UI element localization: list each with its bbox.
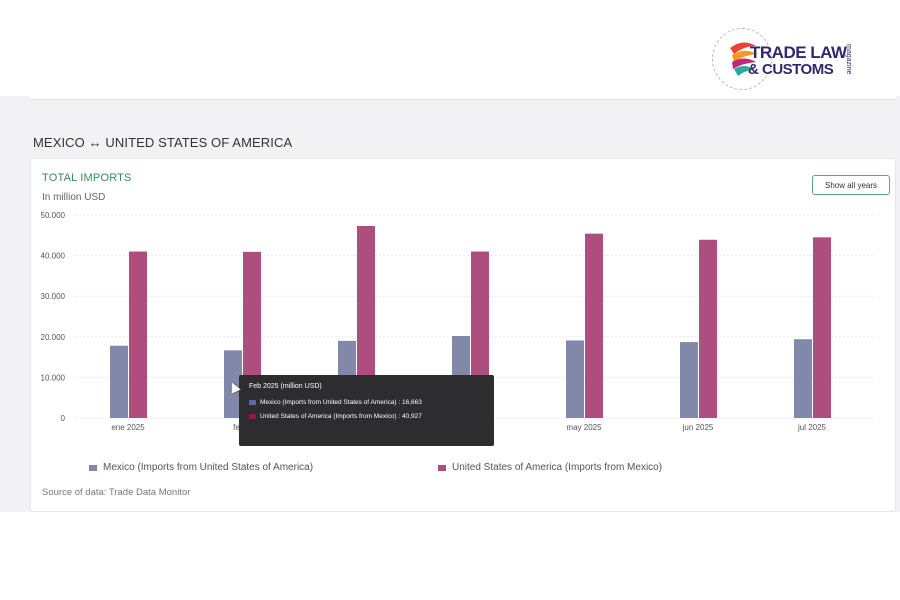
tooltip-value-mexico: Mexico (Imports from United States of Am… — [260, 399, 422, 406]
x-tick-label-0: ene 2025 — [111, 423, 145, 432]
bar-mexico-1[interactable] — [224, 350, 242, 418]
logo-ring — [712, 28, 772, 90]
show-all-years-button[interactable]: Show all years — [812, 175, 890, 195]
previous-card-edge — [30, 96, 896, 100]
bar-mexico-5[interactable] — [680, 342, 698, 418]
logo-swirl-icon — [730, 42, 757, 76]
bar-usa-2[interactable] — [357, 225, 375, 418]
bar-usa-0[interactable] — [129, 251, 147, 418]
section-title: MEXICO ↔ UNITED STATES OF AMERICA — [33, 135, 293, 150]
legend-label-mexico: Mexico (Imports from United States of Am… — [103, 462, 314, 473]
y-tick-label-4: 40.000 — [41, 252, 66, 261]
bar-usa-6[interactable] — [813, 237, 831, 418]
y-tick-label-2: 20.000 — [41, 333, 66, 342]
bar-usa-4[interactable] — [585, 233, 603, 418]
y-tick-label-5: 50.000 — [41, 211, 66, 220]
total-imports-card: TOTAL IMPORTS In million USD Show all ye… — [30, 158, 896, 512]
x-tick-label-4: may 2025 — [566, 423, 602, 432]
y-tick-label-0: 0 — [61, 414, 66, 423]
y-tick-label-1: 10.000 — [41, 373, 66, 382]
bar-usa-5[interactable] — [699, 239, 717, 418]
legend-swatch-usa — [438, 464, 446, 471]
tooltip-swatch-usa — [249, 414, 256, 419]
x-tick-label-5: jun 2025 — [682, 423, 714, 432]
legend-item-mexico[interactable]: Mexico (Imports from United States of Am… — [89, 462, 313, 473]
x-tick-label-6: jul 2025 — [797, 423, 827, 432]
legend-item-usa[interactable]: United States of America (Imports from M… — [438, 462, 662, 473]
chart-tooltip: Feb 2025 (million USD) Mexico (Imports f… — [239, 375, 494, 446]
tooltip-title: Feb 2025 (million USD) — [249, 383, 322, 390]
logo-magazine: magazine — [845, 44, 852, 75]
data-source: Source of data: Trade Data Monitor — [42, 487, 191, 498]
tooltip-row-mexico: Mexico (Imports from United States of Am… — [249, 399, 484, 406]
tooltip-value-usa: United States of America (Imports from M… — [260, 413, 422, 420]
legend-swatch-mexico — [89, 464, 97, 471]
legend-label-usa: United States of America (Imports from M… — [452, 462, 663, 473]
bar-mexico-6[interactable] — [794, 339, 812, 418]
bar-mexico-0[interactable] — [110, 345, 128, 418]
card-title: TOTAL IMPORTS — [42, 172, 132, 184]
tooltip-swatch-mexico — [249, 400, 256, 405]
logo-line1: TRADE LAW — [750, 43, 847, 62]
trade-law-customs-logo: TRADE LAW & CUSTOMS magazine — [708, 26, 868, 96]
bar-mexico-4[interactable] — [566, 340, 584, 418]
logo-line2: & CUSTOMS — [748, 61, 834, 78]
tooltip-row-usa: United States of America (Imports from M… — [249, 413, 484, 420]
y-tick-label-3: 30.000 — [41, 292, 66, 301]
card-subtitle: In million USD — [42, 192, 106, 203]
